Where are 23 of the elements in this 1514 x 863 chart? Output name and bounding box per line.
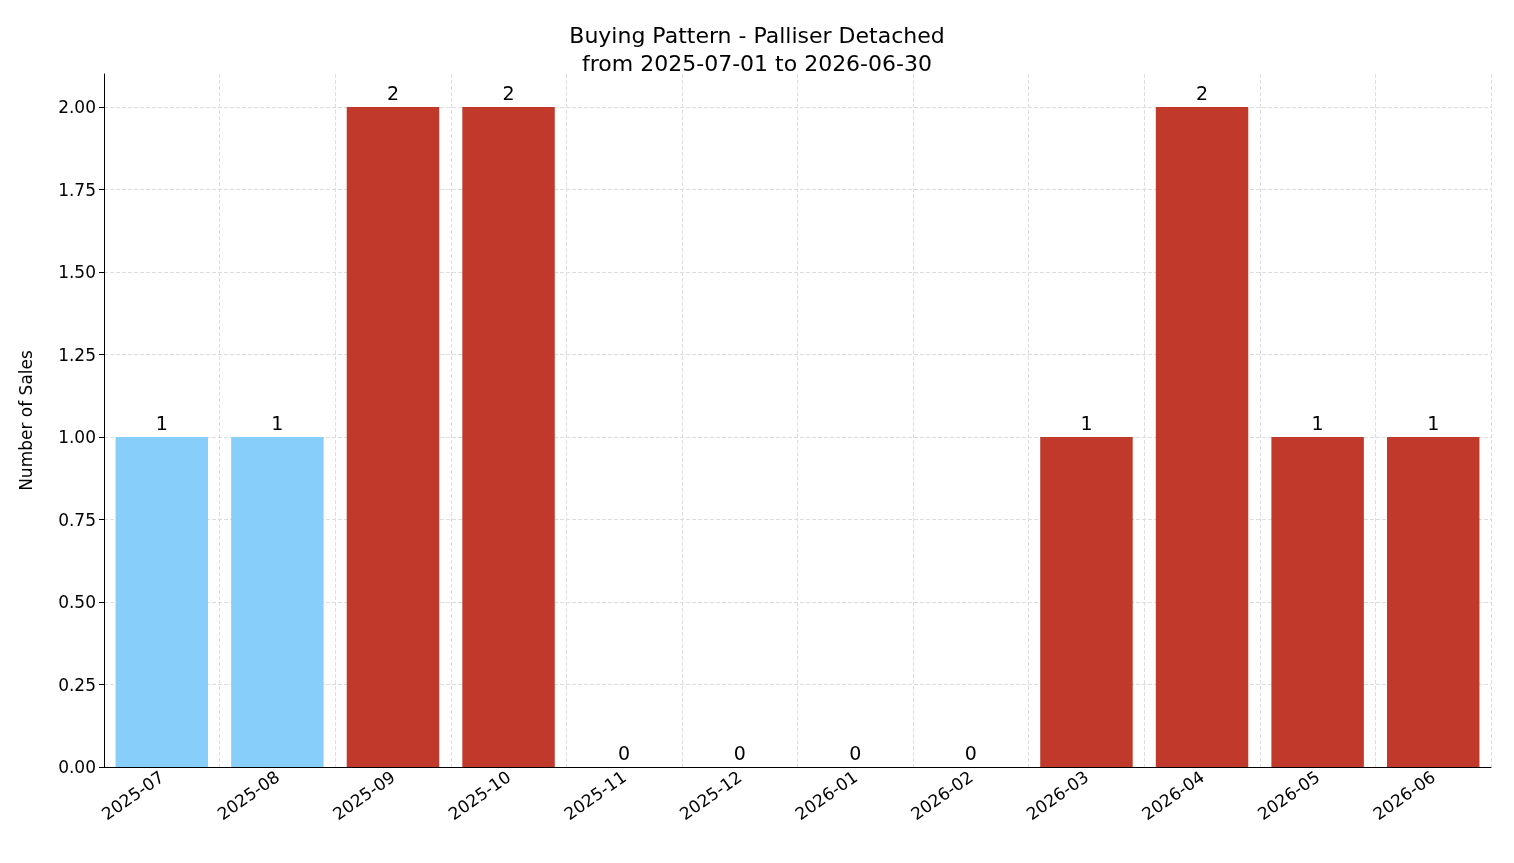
y-tick-label: 0.50 (58, 592, 96, 612)
y-tick-label: 1.00 (58, 427, 96, 447)
data-label: 0 (964, 741, 977, 764)
y-tick-label: 0.00 (58, 757, 96, 777)
y-tick-label: 1.50 (58, 262, 96, 282)
y-tick-label: 0.75 (58, 509, 96, 530)
y-tick-label: 0.25 (58, 674, 96, 695)
y-tick-label: 2.00 (58, 97, 96, 117)
data-label: 2 (386, 81, 400, 104)
data-label: 0 (733, 741, 746, 764)
data-label: 1 (155, 411, 168, 434)
y-tick-label: 1.75 (58, 179, 96, 200)
y-axis-title: Number of Sales (15, 349, 36, 491)
data-label: 0 (849, 741, 862, 764)
data-label: 2 (502, 81, 515, 104)
data-label: 0 (618, 741, 631, 764)
chart-title: Buying Pattern - Palliser Detached from 2025-07-01 to 2026-06-30 (569, 22, 945, 76)
data-label: 1 (1080, 411, 1093, 434)
data-label: 2 (1195, 81, 1209, 104)
data-label: 1 (271, 411, 284, 434)
data-label: 1 (1427, 411, 1440, 434)
y-tick-label: 1.25 (58, 344, 96, 365)
data-label: 1 (1311, 411, 1324, 434)
